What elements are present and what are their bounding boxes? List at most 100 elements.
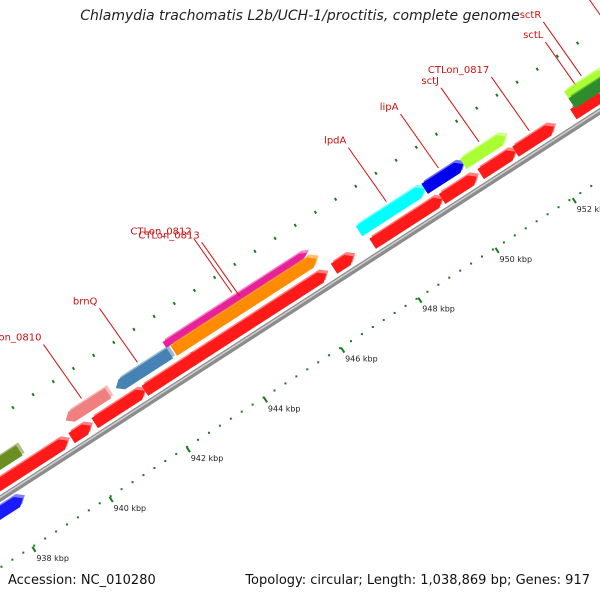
scale-dot (470, 262, 473, 265)
gene-feature (355, 187, 425, 237)
scale-tick (263, 396, 269, 403)
gene-feature (68, 424, 91, 444)
scale-dot (65, 523, 68, 526)
scale-label: 952 kbp (577, 205, 600, 214)
upper-tick (495, 93, 499, 97)
scale-label: 942 kbp (191, 454, 224, 463)
scale-dot (579, 192, 582, 195)
scale-dot (295, 375, 298, 378)
scale-dot (371, 326, 374, 329)
gene-label: CTLon_0810 (0, 332, 41, 343)
scale-dot (535, 220, 538, 223)
scale-label: 940 kbp (114, 504, 147, 513)
scale-dot (197, 438, 200, 441)
scale-tick (340, 346, 346, 354)
gene-feature (115, 348, 174, 390)
upper-tick (515, 80, 519, 84)
gene-feature (459, 135, 506, 169)
scale-tick (31, 546, 37, 553)
upper-tick (152, 314, 156, 319)
scale-dot (448, 276, 451, 279)
topology-label: Topology: circular; Length: 1,038,869 bp… (245, 573, 590, 588)
scale-dot (87, 509, 90, 512)
gene-label-leader (440, 87, 480, 143)
scale-dot (11, 558, 14, 561)
upper-tick (434, 132, 439, 137)
gene-feature (187, 272, 327, 366)
gene-label-leader (589, 0, 600, 16)
scale-dot (557, 206, 560, 209)
scale-dot (142, 474, 145, 477)
upper-tick (475, 106, 479, 110)
gene-feature (0, 445, 23, 471)
gene-label-leader (99, 308, 138, 363)
scale-dot (33, 544, 36, 547)
scale-dot (339, 347, 342, 350)
scale-tick (185, 446, 191, 453)
scale-dot (120, 488, 123, 491)
backbone (0, 107, 600, 503)
scale-label: 950 kbp (499, 255, 532, 264)
upper-tick (172, 301, 176, 306)
scale-dot (481, 255, 484, 258)
scale-dot (55, 530, 58, 533)
scale-tick (108, 496, 114, 503)
scale-tick (571, 197, 577, 204)
gene-label: sctJ (421, 76, 439, 87)
map-title: Chlamydia trachomatis L2b/UCH-1/proctiti… (80, 8, 520, 24)
upper-tick (273, 236, 277, 241)
upper-tick (374, 171, 378, 176)
scale-dot (218, 424, 221, 427)
scale-dot (164, 459, 167, 462)
upper-tick (31, 392, 35, 397)
scale-dot (360, 333, 363, 336)
gene-label: CTLon_0813 (138, 230, 199, 241)
gene-label-leader (201, 242, 241, 297)
scale-dot (76, 516, 79, 519)
gene-feature (477, 150, 516, 180)
accession-label: Accession: NC_010280 (8, 573, 156, 588)
scale-dot (491, 248, 494, 251)
scale-dot (404, 304, 407, 307)
scale-dot (240, 410, 243, 413)
scale-dot (98, 502, 101, 505)
scale-dot (306, 368, 309, 371)
scale-dot (273, 389, 276, 392)
scale-dot (328, 354, 331, 357)
gene-feature (162, 252, 308, 348)
gene-label: CTLon_0817 (428, 65, 489, 76)
gene-feature (0, 496, 23, 521)
scale-dot (317, 361, 320, 364)
gene-label-leader (347, 147, 387, 202)
scale-dot (175, 452, 178, 455)
upper-tick (535, 67, 539, 71)
scale-dot (109, 495, 112, 498)
scale-label: 938 kbp (36, 554, 69, 563)
upper-tick (414, 145, 418, 150)
scale-tick (417, 297, 423, 304)
scale-label: 948 kbp (422, 305, 455, 314)
scale-dot (251, 403, 254, 406)
gene-feature (91, 389, 145, 429)
gene-feature (568, 78, 600, 109)
gene-feature (369, 197, 443, 249)
gene-label: sctR (520, 10, 542, 21)
gene-feature (570, 93, 600, 120)
scale-dot (568, 199, 571, 202)
scale-dot (546, 213, 549, 216)
scale-dot (153, 467, 156, 470)
scale-dot (22, 551, 25, 554)
upper-tick (253, 249, 257, 254)
gene-label: CTLon_0812 (130, 226, 191, 237)
gene-feature (170, 257, 317, 356)
upper-tick (313, 210, 318, 215)
scale-dot (44, 537, 47, 540)
upper-tick (112, 340, 116, 345)
upper-tick (575, 41, 580, 45)
upper-tick (233, 262, 237, 267)
scale-dot (284, 382, 287, 385)
backbone-highlight (0, 109, 600, 499)
scale-dot (437, 283, 440, 286)
scale-dot (393, 311, 396, 314)
